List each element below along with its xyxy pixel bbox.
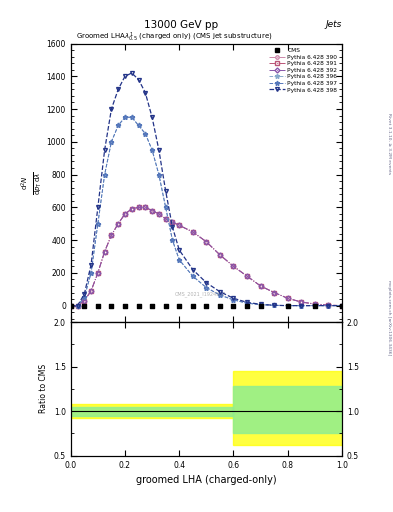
Point	[257, 302, 264, 310]
Point	[108, 302, 115, 310]
Bar	[233, 386, 342, 433]
Point	[217, 302, 223, 310]
Point	[339, 302, 345, 310]
Point	[230, 302, 237, 310]
Legend: CMS, Pythia 6.428 390, Pythia 6.428 391, Pythia 6.428 392, Pythia 6.428 396, Pyt: CMS, Pythia 6.428 390, Pythia 6.428 391,…	[267, 47, 339, 94]
Point	[203, 302, 209, 310]
Point	[95, 302, 101, 310]
Point	[176, 302, 182, 310]
Bar	[71, 404, 233, 418]
Text: Rivet 3.1.10, ≥ 3.2M events: Rivet 3.1.10, ≥ 3.2M events	[387, 113, 391, 174]
Point	[68, 302, 74, 310]
Text: mcplots.cern.ch [arXiv:1306.3436]: mcplots.cern.ch [arXiv:1306.3436]	[387, 280, 391, 355]
Point	[163, 302, 169, 310]
Bar	[71, 407, 233, 416]
Text: Jets: Jets	[325, 20, 342, 30]
Point	[81, 302, 87, 310]
Point	[312, 302, 318, 310]
Point	[122, 302, 128, 310]
Text: 13000 GeV pp: 13000 GeV pp	[144, 20, 218, 31]
X-axis label: groomed LHA (charged-only): groomed LHA (charged-only)	[136, 475, 277, 485]
Text: Groomed LHA$\lambda^{1}_{0.5}$ (charged only) (CMS jet substructure): Groomed LHA$\lambda^{1}_{0.5}$ (charged …	[76, 30, 273, 44]
Y-axis label: $\mathrm{d}^2N$
$\overline{\mathrm{d}p_\mathrm{T}\, \mathrm{d}\lambda}$: $\mathrm{d}^2N$ $\overline{\mathrm{d}p_\…	[19, 171, 44, 195]
Text: CMS_2021_I1924947: CMS_2021_I1924947	[175, 291, 227, 297]
Y-axis label: Ratio to CMS: Ratio to CMS	[39, 364, 48, 413]
Point	[135, 302, 141, 310]
Point	[244, 302, 250, 310]
Point	[149, 302, 155, 310]
Point	[285, 302, 291, 310]
Point	[189, 302, 196, 310]
Bar	[233, 371, 342, 445]
